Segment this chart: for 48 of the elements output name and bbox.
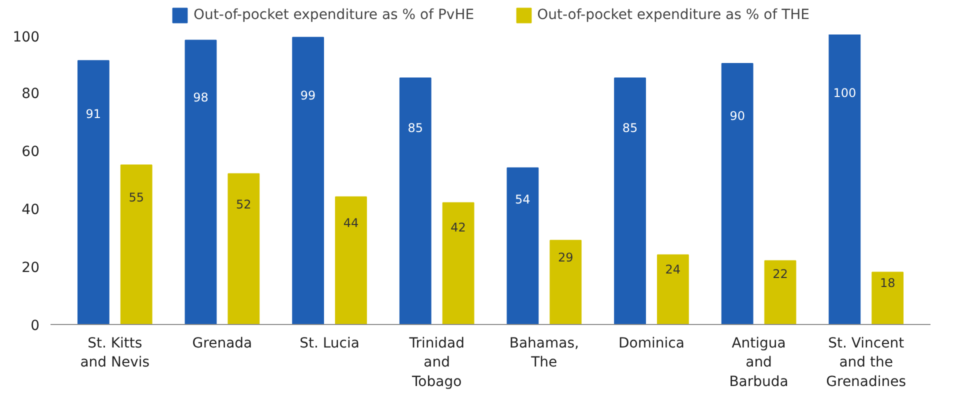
bar: [184, 40, 217, 324]
x-tick-label: Trinidad and Tobago: [408, 336, 464, 390]
bar: [872, 272, 904, 324]
x-tick-label: Bahamas, The: [509, 336, 579, 371]
bar: [228, 173, 260, 324]
data-label: 85: [622, 120, 638, 135]
bar: [764, 260, 796, 324]
data-label: 98: [193, 90, 208, 105]
data-label: 24: [665, 262, 681, 276]
bar: [550, 240, 582, 324]
bar: [399, 78, 432, 324]
bar: [442, 202, 474, 324]
y-tick-label: 0: [30, 318, 40, 334]
y-tick-label: 80: [22, 86, 40, 102]
data-label: 85: [408, 120, 424, 135]
data-label: 54: [515, 192, 530, 207]
legend-label: Out-of-pocket expenditure as % of PvHE: [194, 7, 474, 23]
y-tick-label: 100: [12, 30, 40, 46]
x-tick-label: St. Vincent and the Grenadines: [826, 336, 906, 390]
bar: [292, 36, 324, 324]
y-tick-label: 20: [22, 260, 40, 276]
bar: [721, 63, 754, 324]
bar: [656, 254, 689, 324]
bar: [77, 60, 110, 324]
x-tick-label: St. Lucia: [300, 336, 360, 352]
data-label: 55: [128, 190, 144, 204]
data-label: 90: [730, 109, 745, 124]
x-tick-label: Antigua and Barbuda: [729, 336, 788, 390]
bar: [506, 167, 539, 324]
y-tick-label: 60: [22, 144, 40, 160]
x-tick-label: Dominica: [618, 336, 684, 352]
x-tick-label: Grenada: [192, 336, 252, 352]
data-label: 42: [450, 220, 466, 235]
bar: [614, 78, 646, 324]
bar: [335, 196, 367, 324]
data-label: 18: [880, 276, 896, 290]
data-label: 91: [86, 106, 102, 121]
data-label: 44: [343, 216, 359, 230]
y-tick-label: 40: [22, 202, 40, 218]
bar: [120, 164, 152, 324]
bar: [828, 34, 861, 324]
data-label: 29: [558, 250, 574, 265]
data-label: 52: [236, 197, 252, 212]
x-tick-label: St. Kitts and Nevis: [80, 336, 150, 371]
data-label: 100: [833, 86, 856, 100]
data-label: 22: [772, 266, 788, 281]
data-label: 99: [300, 88, 316, 102]
legend-label: Out-of-pocket expenditure as % of THE: [537, 7, 810, 23]
